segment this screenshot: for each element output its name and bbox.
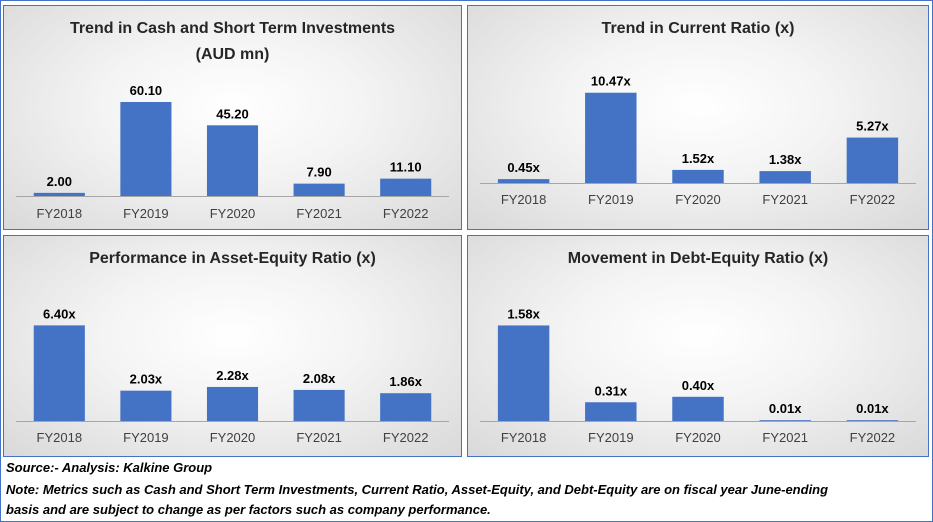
disclaimer-line-2: basis and are subject to change as per f… — [6, 502, 491, 517]
data-label: 45.20 — [216, 106, 249, 121]
asset-equity-chart: Performance in Asset-Equity Ratio (x) 6.4… — [16, 250, 449, 445]
bar-fy2018 — [497, 179, 550, 183]
bar-fy2021 — [293, 389, 345, 421]
data-label: 1.52x — [682, 151, 715, 166]
x-tick-label: FY2019 — [123, 430, 169, 445]
data-label: 2.00 — [47, 174, 72, 189]
cash-chart: Trend in Cash and Short Term Investments… — [16, 20, 449, 221]
data-label: 0.01x — [769, 401, 802, 416]
x-tick-label: FY2021 — [762, 192, 808, 207]
x-tick-label: FY2018 — [501, 192, 547, 207]
bar-fy2018 — [497, 325, 550, 421]
x-tick-label: FY2022 — [383, 430, 429, 445]
x-tick-label: FY2022 — [850, 430, 896, 445]
x-tick-label: FY2018 — [37, 206, 83, 221]
x-tick-label: FY2020 — [210, 430, 256, 445]
bar-fy2021 — [759, 420, 811, 421]
chart-title: Trend in Current Ratio (x) — [602, 20, 795, 37]
x-tick-label: FY2021 — [296, 430, 342, 445]
x-tick-label: FY2020 — [675, 192, 721, 207]
x-tick-label: FY2021 — [762, 430, 808, 445]
bar-fy2020 — [672, 169, 724, 183]
data-label: 2.28x — [216, 368, 249, 383]
x-tick-label: FY2022 — [383, 206, 429, 221]
data-label: 1.38x — [769, 152, 802, 167]
data-label: 0.01x — [856, 401, 889, 416]
chart-subtitle: (AUD mn) — [196, 46, 270, 63]
x-tick-label: FY2020 — [210, 206, 256, 221]
bar-fy2020 — [672, 396, 724, 421]
bar-fy2019 — [585, 92, 637, 183]
data-label: 0.45x — [507, 160, 540, 175]
x-tick-label: FY2019 — [588, 192, 634, 207]
x-tick-label: FY2018 — [501, 430, 547, 445]
x-tick-label: FY2018 — [37, 430, 83, 445]
data-label: 60.10 — [130, 83, 163, 98]
chart-title: Performance in Asset-Equity Ratio (x) — [89, 250, 376, 267]
x-tick-label: FY2020 — [675, 430, 721, 445]
data-label: 5.27x — [856, 119, 889, 134]
bar-fy2022 — [846, 137, 899, 183]
bar-fy2018 — [33, 192, 85, 196]
bar-fy2019 — [585, 402, 637, 421]
debt-equity-chart: Movement in Debt-Equity Ratio (x) 1.58x FY… — [480, 250, 916, 445]
bar-fy2020 — [206, 125, 259, 196]
asset-equity-chart-panel: Performance in Asset-Equity Ratio (x) 6.4… — [3, 235, 462, 457]
data-label: 0.40x — [682, 378, 715, 393]
data-label: 10.47x — [591, 74, 632, 89]
bar-fy2021 — [759, 171, 811, 183]
chart-title: Movement in Debt-Equity Ratio (x) — [568, 250, 828, 267]
bar-fy2019 — [120, 101, 172, 196]
bar-fy2022 — [846, 420, 899, 421]
debt-equity-chart-panel: Movement in Debt-Equity Ratio (x) 1.58x FY… — [467, 235, 929, 457]
bar-fy2022 — [380, 393, 432, 421]
bar-fy2018 — [33, 325, 85, 421]
data-label: 6.40x — [43, 306, 76, 321]
data-label: 2.08x — [303, 371, 336, 386]
current-ratio-chart-panel: Trend in Current Ratio (x) 0.45x FY2018 10.… — [467, 5, 929, 230]
data-label: 1.86x — [389, 374, 422, 389]
bar-fy2021 — [293, 183, 345, 196]
source-note: Source:- Analysis: Kalkine Group — [6, 460, 213, 475]
data-label: 2.03x — [130, 372, 163, 387]
x-tick-label: FY2019 — [123, 206, 169, 221]
x-tick-label: FY2022 — [850, 192, 896, 207]
data-label: 11.10 — [390, 160, 422, 175]
current-ratio-chart: Trend in Current Ratio (x) 0.45x FY2018 10.… — [480, 20, 916, 207]
bar-fy2019 — [120, 390, 172, 421]
data-label: 0.31x — [595, 383, 628, 398]
disclaimer-line-1: Note: Metrics such as Cash and Short Ter… — [6, 482, 829, 497]
data-label: 7.90 — [306, 165, 331, 180]
cash-investments-chart-panel: Trend in Cash and Short Term Investments… — [3, 5, 462, 230]
x-tick-label: FY2019 — [588, 430, 634, 445]
bar-fy2022 — [380, 178, 432, 196]
data-label: 1.58x — [507, 306, 540, 321]
bar-fy2020 — [206, 386, 259, 421]
x-tick-label: FY2021 — [296, 206, 342, 221]
chart-title: Trend in Cash and Short Term Investments — [70, 20, 395, 37]
